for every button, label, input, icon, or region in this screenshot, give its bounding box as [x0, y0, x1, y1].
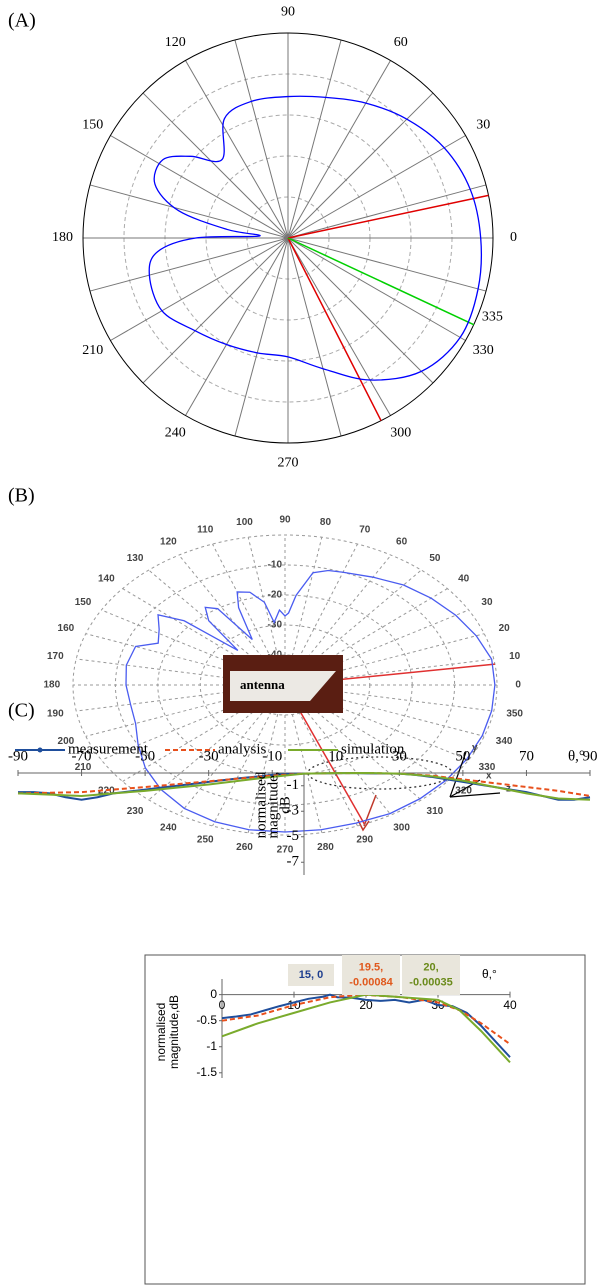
theta-tick-label: 90	[279, 515, 291, 526]
theta-tick-label: 160	[58, 623, 75, 634]
theta-tick-label: 0	[510, 230, 517, 245]
theta-tick-label: 180	[43, 680, 60, 691]
annotation-text: 15, 0	[299, 969, 323, 981]
y-tick-label: -1.5	[196, 1065, 217, 1079]
arrow	[364, 795, 376, 826]
y-axis-label: normalised	[154, 1003, 168, 1062]
y-tick-label: -1	[206, 1039, 217, 1053]
theta-tick-label: 130	[127, 553, 144, 564]
theta-tick-label: 100	[236, 517, 253, 528]
theta-tick-label: 110	[197, 525, 214, 536]
axis-letter: x	[486, 771, 492, 782]
theta-tick-label: 140	[98, 574, 115, 585]
spoke	[143, 93, 288, 238]
spoke	[186, 238, 289, 416]
theta-tick-label: 120	[165, 35, 186, 50]
spoke	[186, 60, 289, 238]
spoke	[288, 238, 486, 291]
theta-tick-label: 30	[481, 597, 493, 608]
x-tick-label: 50	[455, 748, 470, 764]
figure: (A)0306090120150180210240270300330335(B)…	[0, 0, 600, 1286]
spoke	[235, 238, 288, 436]
theta-tick-label: 280	[317, 842, 334, 853]
theta-tick-label: 20	[499, 623, 511, 634]
spoke	[90, 238, 288, 291]
panel-label: (A)	[8, 10, 36, 32]
theta-tick-label: 40	[458, 574, 470, 585]
theta-tick-label: 310	[427, 806, 444, 817]
direction-label: 335	[482, 310, 503, 325]
spoke	[288, 238, 391, 416]
theta-tick-label: 80	[320, 517, 332, 528]
theta-tick-label: 50	[429, 553, 441, 564]
y-tick-label: -7	[287, 854, 300, 870]
annotation-text: 19.5,	[359, 961, 383, 973]
spoke	[143, 238, 288, 383]
theta-tick-label: 150	[82, 117, 103, 132]
spoke	[288, 40, 341, 238]
axis-letter: y	[472, 743, 478, 754]
y-tick-label: -1	[287, 777, 300, 793]
x-tick-label: 40	[503, 998, 517, 1012]
theta-tick-label: 190	[47, 708, 64, 719]
spoke	[288, 93, 433, 238]
theta-tick-label: 0	[515, 680, 521, 691]
theta-tick-label: 250	[197, 835, 214, 846]
y-axis-label: magnitude,dB	[167, 995, 181, 1069]
theta-tick-label: 350	[506, 708, 523, 719]
spoke	[288, 60, 391, 238]
theta-tick-label: 340	[496, 736, 513, 747]
theta-tick-label: 170	[47, 651, 64, 662]
page: {"chart_data": [ {"type": "polar", "titl…	[0, 0, 600, 1286]
theta-tick-label: 10	[509, 651, 521, 662]
theta-tick-label: 240	[165, 426, 186, 441]
legend-marker	[38, 748, 43, 753]
r-tick-label: -20	[268, 590, 283, 601]
theta-tick-label: 150	[75, 597, 92, 608]
legend-label: simulation	[341, 741, 405, 757]
y-tick-label: 0	[210, 987, 217, 1001]
theta-tick-label: 300	[390, 426, 411, 441]
theta-tick-label: 240	[160, 823, 177, 834]
spoke	[288, 238, 341, 436]
panel-label: (C)	[8, 700, 35, 722]
annotation-text: 20,	[423, 961, 438, 973]
x-tick-label: 70	[519, 748, 534, 764]
spoke	[288, 136, 466, 239]
theta-tick-label: 60	[394, 35, 408, 50]
x-tick-label: 0	[219, 998, 226, 1012]
y-tick-label: -0.5	[196, 1013, 217, 1027]
x-axis-label: θ,°	[482, 967, 497, 981]
x-axis-label: θ,°	[568, 748, 585, 764]
theta-tick-label: 270	[278, 456, 299, 471]
theta-tick-label: 260	[236, 842, 253, 853]
spoke	[288, 238, 433, 383]
spoke	[110, 238, 288, 341]
theta-tick-label: 230	[127, 806, 144, 817]
theta-tick-label: 180	[52, 230, 73, 245]
r-tick-label: -10	[268, 560, 283, 571]
theta-tick-label: 60	[396, 537, 408, 548]
spoke	[110, 136, 288, 239]
panel-label: (B)	[8, 485, 35, 507]
annotation-text: -0.00035	[409, 976, 452, 988]
theta-tick-label: 30	[476, 117, 490, 132]
theta-tick-label: 70	[359, 525, 371, 536]
theta-tick-label: 90	[281, 5, 295, 20]
theta-tick-label: 290	[356, 835, 373, 846]
y-tick-label: -5	[287, 828, 300, 844]
antenna-label: antenna	[240, 677, 285, 692]
legend-label: measurement	[68, 741, 149, 757]
theta-tick-label: 300	[393, 823, 410, 834]
theta-tick-label: 330	[473, 343, 494, 358]
spoke	[90, 185, 288, 238]
y-axis-label: dB	[277, 796, 293, 814]
spoke	[235, 40, 288, 238]
spoke	[288, 185, 486, 238]
legend-label: analysis	[218, 741, 266, 757]
direction-line	[288, 195, 489, 238]
annotation-text: -0.00084	[349, 976, 393, 988]
theta-tick-label: 120	[160, 537, 177, 548]
theta-tick-label: 210	[82, 343, 103, 358]
